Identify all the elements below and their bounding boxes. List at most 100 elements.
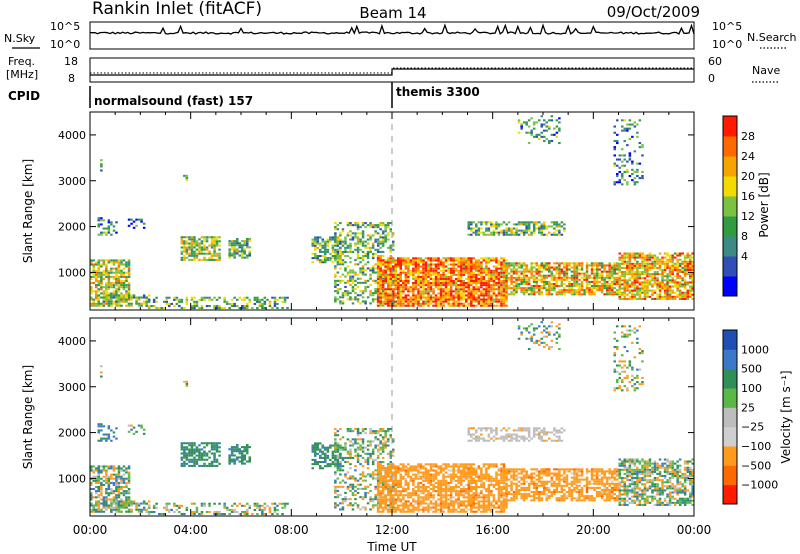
velocity-cell <box>361 471 365 474</box>
velocity-cell <box>256 504 259 507</box>
power-cell <box>480 280 483 283</box>
velocity-cell <box>241 460 244 463</box>
velocity-cell <box>341 508 345 511</box>
velocity-cell <box>180 452 184 455</box>
power-cell <box>376 292 380 295</box>
power-cell <box>205 305 209 308</box>
power-cell <box>369 290 372 293</box>
velocity-cell <box>356 430 360 433</box>
power-cell <box>666 297 669 300</box>
power-cell <box>480 298 483 301</box>
velocity-cell <box>339 502 342 505</box>
power-cell <box>517 266 521 269</box>
velocity-cell <box>371 504 375 507</box>
power-cell <box>95 286 98 289</box>
power-cell <box>575 285 579 288</box>
power-cell <box>344 267 347 270</box>
power-cell <box>628 256 632 259</box>
power-cell <box>548 264 551 267</box>
power-cell <box>538 227 541 230</box>
power-cell <box>117 284 121 287</box>
power-cell <box>522 223 526 226</box>
power-cell <box>236 244 239 247</box>
power-cell <box>605 270 609 273</box>
power-cell <box>404 265 408 268</box>
power-cell <box>369 269 372 272</box>
velocity-cell <box>127 479 131 482</box>
power-cell <box>208 244 211 247</box>
power-cell <box>369 234 372 237</box>
power-cell <box>517 262 521 265</box>
power-cell <box>628 152 632 155</box>
power-cell <box>409 300 413 303</box>
power-cell <box>432 292 435 295</box>
power-cell <box>236 242 239 245</box>
power-cell <box>434 298 438 301</box>
power-cell <box>621 119 624 122</box>
power-cell <box>475 263 478 266</box>
power-cell <box>487 280 491 283</box>
power-cell <box>532 262 536 265</box>
velocity-cell <box>97 469 101 472</box>
power-cell <box>208 305 211 308</box>
power-cell <box>603 264 606 267</box>
power-cell <box>135 224 138 227</box>
power-cell <box>110 296 113 299</box>
power-cell <box>530 274 533 277</box>
power-cell <box>497 292 501 295</box>
power-cell <box>402 288 405 291</box>
power-cell <box>487 300 491 303</box>
power-cell <box>100 273 103 276</box>
power-cell <box>371 226 375 229</box>
power-cell <box>336 244 340 247</box>
power-cell <box>120 261 123 264</box>
power-cell <box>316 236 320 239</box>
power-cell <box>462 273 466 276</box>
power-cell <box>512 289 516 292</box>
velocity-cell <box>246 502 249 505</box>
power-cell <box>210 246 214 249</box>
power-cell <box>530 287 533 290</box>
power-cell <box>439 265 443 268</box>
power-cell <box>590 270 594 273</box>
power-cell <box>397 280 400 283</box>
power-cell <box>349 261 352 264</box>
power-cell <box>626 262 629 265</box>
power-cell <box>548 274 551 277</box>
velocity-cell <box>122 490 126 493</box>
velocity-cell <box>349 452 352 455</box>
power-cell <box>477 229 481 232</box>
power-cell <box>422 296 425 299</box>
power-cell <box>653 262 657 265</box>
power-cell <box>336 271 340 274</box>
velocity-cell <box>381 448 385 451</box>
power-cell <box>575 274 579 277</box>
power-cell <box>379 267 382 270</box>
power-cell <box>389 222 393 225</box>
power-cell <box>462 269 466 272</box>
power-cell <box>417 298 420 301</box>
power-cell <box>361 267 365 270</box>
power-cell <box>678 285 682 288</box>
velocity-cell <box>238 513 242 516</box>
power-cell <box>107 261 111 264</box>
power-cell <box>631 179 634 182</box>
velocity-cell <box>140 510 143 513</box>
power-cell <box>230 254 234 257</box>
power-cell <box>631 160 634 163</box>
power-cell <box>563 266 566 269</box>
power-cell <box>193 258 196 261</box>
power-cell <box>686 297 690 300</box>
velocity-cell <box>243 454 247 457</box>
velocity-cell <box>188 452 191 455</box>
velocity-cell <box>326 456 330 459</box>
power-cell <box>419 298 423 301</box>
power-cell <box>545 264 549 267</box>
power-cell <box>434 259 438 262</box>
power-cell <box>467 227 471 230</box>
power-cell <box>349 292 352 295</box>
power-cell <box>565 289 569 292</box>
power-cell <box>324 240 327 243</box>
velocity-cell <box>366 448 370 451</box>
velocity-cell <box>381 461 385 464</box>
